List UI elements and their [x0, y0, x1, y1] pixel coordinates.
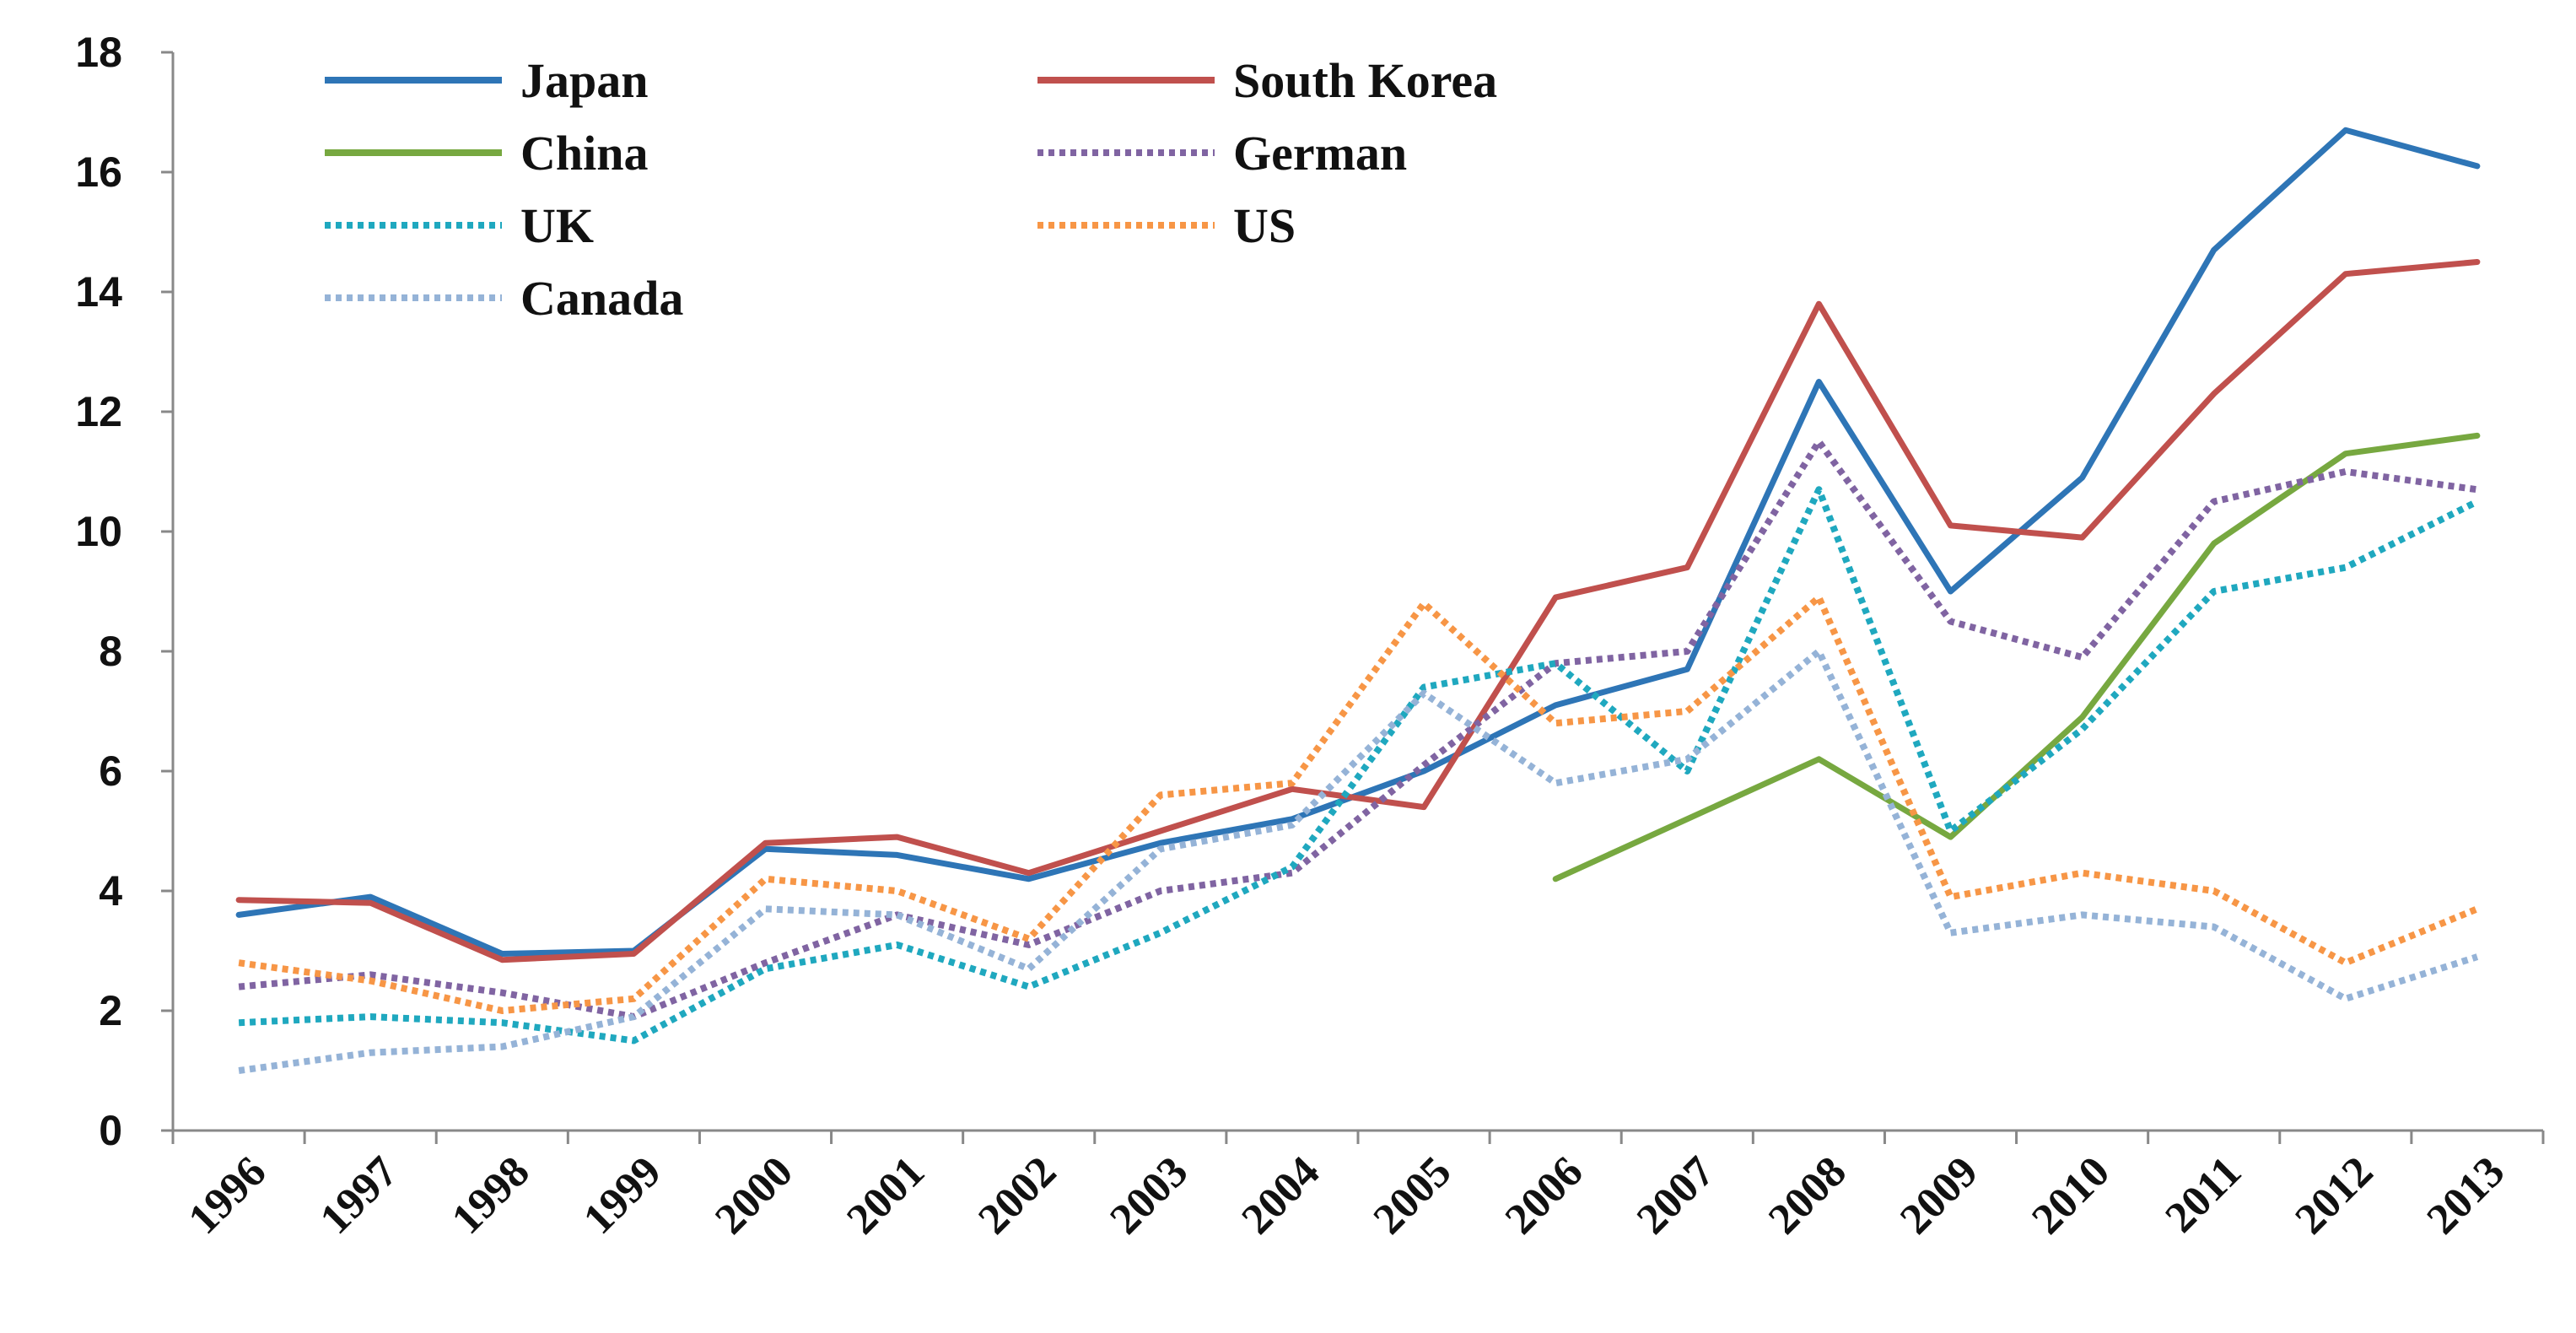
x-tick-label: 2003 [1101, 1147, 1197, 1244]
series-line-china [1552, 432, 2481, 882]
series-line-us [238, 594, 2479, 1014]
x-tick-label: 1998 [443, 1147, 539, 1244]
y-tick-label: 18 [75, 29, 122, 76]
x-axis-ticks: 1996 1997 1998 1999 2000 2001 2002 2003 2004 2005… [171, 1131, 2545, 1244]
x-tick-label: 2010 [2023, 1147, 2119, 1244]
x-tick-label: 2001 [838, 1147, 934, 1244]
legend-label: China [520, 126, 649, 181]
legend-label: Canada [520, 271, 683, 326]
x-tick-label: 2013 [2418, 1147, 2514, 1244]
series-line-canada [238, 648, 2479, 1074]
y-tick-label: 14 [75, 268, 122, 316]
x-tick-label: 2006 [1496, 1147, 1592, 1244]
x-tick-label: 2005 [1365, 1147, 1461, 1244]
y-tick-label: 0 [99, 1107, 122, 1154]
x-tick-label: 1996 [180, 1147, 276, 1244]
legend-label: South Korea [1233, 53, 1497, 108]
series-line-south-korea [235, 259, 2481, 963]
y-tick-label: 8 [99, 628, 122, 675]
legend-label: US [1233, 198, 1296, 253]
legend-label: UK [520, 198, 594, 253]
legend-label: Japan [520, 53, 649, 108]
x-tick-label: 2008 [1760, 1147, 1856, 1244]
x-tick-label: 2002 [969, 1147, 1065, 1244]
x-tick-label: 2009 [1891, 1147, 1987, 1244]
x-tick-label: 1997 [311, 1147, 407, 1244]
plot-area [235, 127, 2481, 1074]
x-tick-label: 2007 [1628, 1147, 1724, 1244]
x-tick-label: 2012 [2286, 1147, 2382, 1244]
x-tick-label: 1999 [574, 1147, 671, 1244]
legend: Japan South Korea China German UK US Canada [325, 53, 1497, 326]
x-tick-label: 2011 [2156, 1147, 2250, 1242]
y-tick-label: 2 [99, 987, 122, 1034]
legend-label: German [1233, 126, 1407, 181]
series-line-uk [238, 486, 2479, 1044]
y-tick-label: 16 [75, 148, 122, 196]
series-line-german [238, 438, 2478, 1021]
y-tick-label: 12 [75, 388, 122, 435]
y-tick-label: 6 [99, 747, 122, 795]
x-tick-label: 2000 [706, 1147, 802, 1244]
x-tick-label: 2004 [1233, 1147, 1329, 1244]
y-tick-label: 4 [99, 867, 122, 915]
y-tick-label: 10 [75, 508, 122, 555]
y-axis-ticks: 0 2 4 6 8 10 12 14 16 18 [75, 29, 173, 1154]
series-line-japan [235, 127, 2481, 957]
